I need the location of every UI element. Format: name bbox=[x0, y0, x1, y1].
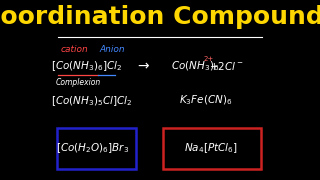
Text: $[Co(NH_3)_6]Cl_2$: $[Co(NH_3)_6]Cl_2$ bbox=[51, 59, 123, 73]
Text: Complexion: Complexion bbox=[56, 78, 101, 87]
Text: $[Co(NH_3)_5Cl]Cl_2$: $[Co(NH_3)_5Cl]Cl_2$ bbox=[52, 94, 133, 107]
Text: $K_3Fe(CN)_6$: $K_3Fe(CN)_6$ bbox=[179, 94, 233, 107]
Text: $+ 2Cl^-$: $+ 2Cl^-$ bbox=[209, 60, 244, 72]
Text: $Co(NH_3)_6$: $Co(NH_3)_6$ bbox=[171, 59, 220, 73]
Text: 2+: 2+ bbox=[204, 56, 214, 62]
Text: cation: cation bbox=[60, 45, 88, 54]
Text: Coordination Compounds: Coordination Compounds bbox=[0, 5, 320, 29]
Text: →: → bbox=[138, 59, 149, 73]
Text: $Na_4[PtCl_6]$: $Na_4[PtCl_6]$ bbox=[184, 142, 238, 155]
Text: $[Co(H_2O)_6]Br_3$: $[Co(H_2O)_6]Br_3$ bbox=[56, 142, 129, 155]
Text: Anion: Anion bbox=[99, 45, 125, 54]
